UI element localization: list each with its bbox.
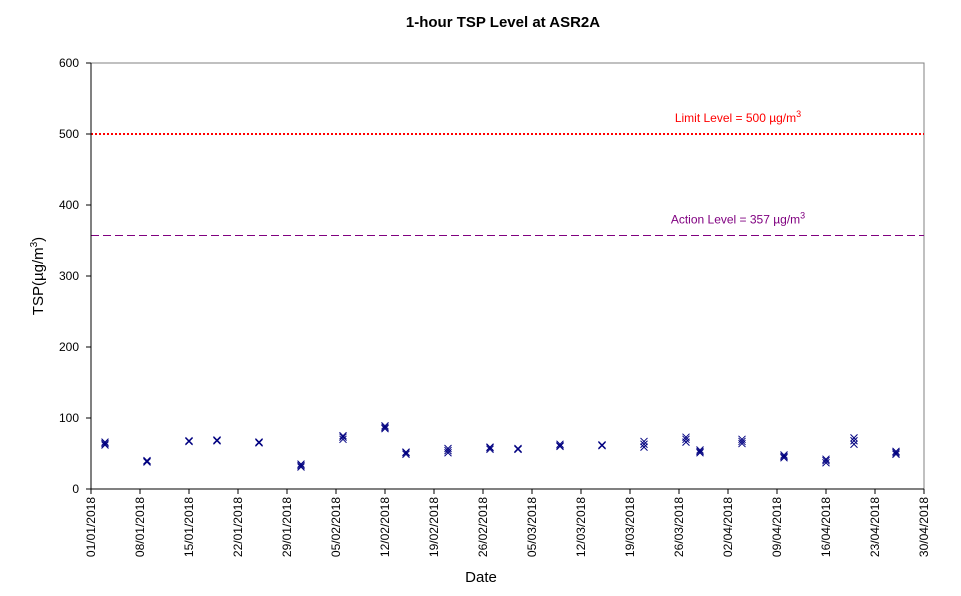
- data-point: [738, 435, 746, 444]
- data-point: [444, 446, 452, 455]
- data-point: [339, 433, 347, 442]
- data-point: [892, 447, 900, 456]
- x-tick-label: 29/01/2018: [280, 497, 294, 557]
- x-tick-label: 01/01/2018: [84, 497, 98, 557]
- data-point: [696, 446, 704, 454]
- data-point: [696, 447, 704, 456]
- data-point: [381, 423, 389, 432]
- data-point: [682, 435, 690, 444]
- data-point: [822, 455, 830, 464]
- x-tick-label: 12/03/2018: [574, 497, 588, 557]
- data-point: [598, 441, 606, 449]
- data-point: [850, 436, 858, 445]
- data-point: [402, 448, 410, 457]
- x-tick-label: 16/04/2018: [819, 497, 833, 557]
- x-tick-label: 23/04/2018: [868, 497, 882, 557]
- y-axis-label-end: ): [30, 237, 47, 242]
- reference-lines: Limit Level = 500 µg/m3 Action Level = 35…: [91, 109, 924, 237]
- data-point: [339, 435, 347, 444]
- data-point: [682, 433, 690, 442]
- data-point: [143, 456, 151, 465]
- chart-title: 1-hour TSP Level at ASR2A: [406, 14, 600, 31]
- limit-level-label: Limit Level = 500 µg/m3: [675, 109, 801, 125]
- data-point: [297, 460, 305, 469]
- data-point: [185, 436, 193, 445]
- plot-area: [90, 62, 925, 490]
- y-axis-label-main: TSP(µg/m: [30, 247, 47, 315]
- data-point: [213, 436, 221, 444]
- data-point: [850, 440, 858, 449]
- data-point: [185, 437, 193, 446]
- data-point: [444, 444, 452, 453]
- data-point: [514, 445, 522, 454]
- data-point: [738, 437, 746, 446]
- y-tick-label: 400: [59, 198, 79, 212]
- y-tick-label: 500: [59, 127, 79, 141]
- x-tick-label: 12/02/2018: [378, 497, 392, 557]
- data-point: [696, 448, 704, 457]
- data-point: [339, 431, 347, 440]
- y-axis-label-sup: 3: [29, 241, 40, 247]
- data-point: [850, 434, 858, 442]
- data-point: [780, 453, 788, 462]
- data-point: [101, 439, 109, 448]
- x-axis: 01/01/2018 08/01/2018 15/01/2018 22/01/2018…: [84, 488, 931, 557]
- data-point: [514, 444, 522, 453]
- x-tick-label: 05/03/2018: [525, 497, 539, 557]
- x-tick-label: 22/01/2018: [231, 497, 245, 557]
- data-point: [556, 441, 564, 450]
- data-point: [143, 457, 151, 466]
- x-tick-label: 05/02/2018: [329, 497, 343, 557]
- y-tick-label: 300: [59, 269, 79, 283]
- x-tick-label: 19/03/2018: [623, 497, 637, 557]
- x-tick-label: 26/02/2018: [476, 497, 490, 557]
- data-point: [402, 448, 410, 456]
- data-point: [213, 436, 221, 445]
- x-tick-label: 30/04/2018: [917, 497, 931, 557]
- x-tick-label: 08/01/2018: [133, 497, 147, 557]
- data-point: [381, 421, 389, 430]
- x-tick-label: 19/02/2018: [427, 497, 441, 557]
- data-point: [556, 442, 564, 451]
- data-point: [640, 440, 648, 449]
- data-point: [297, 461, 305, 470]
- data-point: [556, 440, 564, 449]
- data-point: [822, 456, 830, 465]
- data-point: [892, 448, 900, 457]
- data-point: [486, 445, 494, 454]
- y-tick-label: 200: [59, 340, 79, 354]
- y-tick-label: 600: [59, 56, 79, 70]
- y-axis-label: TSP(µg/m3): [29, 237, 47, 315]
- data-point: [255, 438, 263, 447]
- data-point: [255, 438, 263, 446]
- data-point: [640, 443, 648, 451]
- action-level-label: Action Level = 357 µg/m3: [671, 211, 805, 227]
- data-markers: [101, 421, 900, 471]
- data-point: [780, 451, 788, 459]
- data-point: [640, 437, 648, 446]
- data-point: [598, 441, 606, 450]
- data-point: [486, 443, 494, 452]
- y-tick-label: 100: [59, 411, 79, 425]
- y-axis: 0 100 200 300 400 500 600: [59, 56, 92, 496]
- x-tick-label: 02/04/2018: [721, 497, 735, 557]
- data-point: [822, 458, 830, 467]
- data-point: [402, 450, 410, 459]
- data-point: [297, 463, 305, 471]
- x-tick-label: 15/01/2018: [182, 497, 196, 557]
- data-point: [101, 438, 109, 446]
- data-point: [381, 424, 389, 433]
- x-tick-label: 09/04/2018: [770, 497, 784, 557]
- y-tick-label: 0: [72, 482, 79, 496]
- data-point: [486, 443, 494, 451]
- data-point: [143, 458, 151, 466]
- x-tick-label: 26/03/2018: [672, 497, 686, 557]
- x-axis-label: Date: [465, 569, 497, 586]
- data-point: [101, 441, 109, 449]
- data-point: [892, 450, 900, 459]
- data-point: [780, 452, 788, 461]
